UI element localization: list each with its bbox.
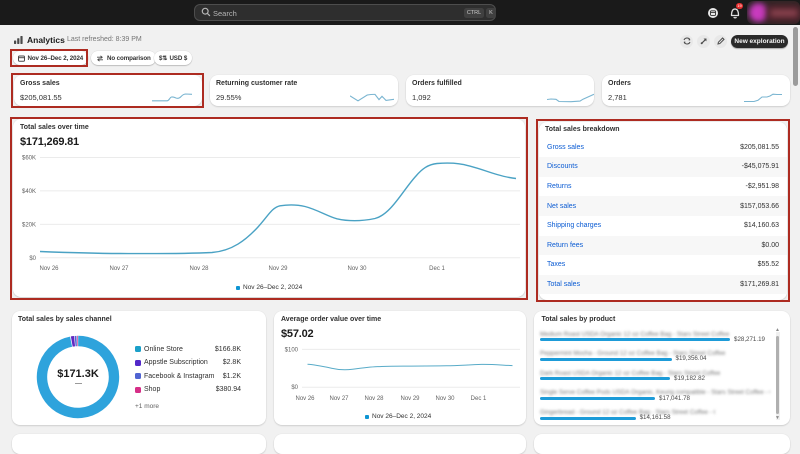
svg-text:$40K: $40K	[22, 189, 36, 195]
svg-text:$100: $100	[284, 347, 298, 353]
svg-text:Nov 28: Nov 28	[189, 266, 209, 272]
svg-text:Nov 27: Nov 27	[329, 396, 349, 402]
svg-text:Dec 1: Dec 1	[429, 266, 445, 272]
svg-text:$0: $0	[291, 385, 298, 391]
svg-text:$20K: $20K	[22, 222, 36, 228]
svg-text:$0: $0	[29, 256, 36, 262]
svg-text:Nov 26: Nov 26	[39, 266, 59, 272]
svg-text:Nov 27: Nov 27	[109, 266, 129, 272]
svg-text:Nov 29: Nov 29	[400, 396, 420, 402]
svg-text:$60K: $60K	[22, 156, 36, 162]
svg-text:Nov 30: Nov 30	[347, 266, 367, 272]
svg-text:Nov 28: Nov 28	[364, 396, 384, 402]
svg-text:Dec 1: Dec 1	[470, 396, 486, 402]
svg-text:Nov 26: Nov 26	[295, 396, 315, 402]
svg-text:Nov 30: Nov 30	[435, 396, 455, 402]
svg-text:Nov 29: Nov 29	[268, 266, 288, 272]
